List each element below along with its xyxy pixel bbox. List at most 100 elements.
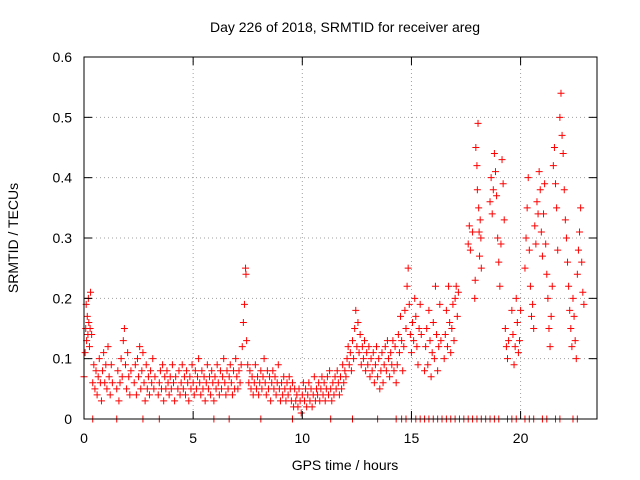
data-point <box>86 325 94 332</box>
data-point <box>375 355 383 363</box>
data-point <box>540 210 548 218</box>
data-point <box>395 349 403 357</box>
data-point <box>421 367 429 375</box>
data-point <box>207 391 215 399</box>
y-tick-label: 0.1 <box>53 351 73 367</box>
data-point <box>514 349 522 357</box>
data-point <box>414 361 422 369</box>
data-point <box>560 186 568 194</box>
data-point <box>471 294 479 302</box>
data-point <box>284 391 292 399</box>
grid-layer <box>84 57 597 419</box>
data-point <box>196 379 204 387</box>
data-point <box>133 355 141 363</box>
data-point <box>477 264 485 272</box>
data-point <box>511 343 519 351</box>
data-point <box>345 361 353 369</box>
data-point <box>376 385 384 393</box>
data-point <box>577 204 585 212</box>
data-point <box>223 367 231 375</box>
data-point <box>469 228 477 236</box>
y-tick-label: 0 <box>64 411 72 427</box>
data-point <box>500 216 508 224</box>
y-tick-label: 0.2 <box>53 290 73 306</box>
data-point <box>543 270 551 278</box>
data-point <box>548 282 556 290</box>
data-point <box>105 373 113 381</box>
data-point <box>525 246 533 254</box>
data-point <box>204 385 212 393</box>
data-point <box>427 373 435 381</box>
data-point <box>211 373 219 381</box>
data-point <box>533 198 541 206</box>
data-point <box>295 385 303 393</box>
data-point <box>305 379 313 387</box>
data-point <box>397 312 405 320</box>
data-point <box>244 361 252 369</box>
data-point <box>449 300 457 308</box>
data-point <box>208 367 216 375</box>
data-point <box>195 355 203 363</box>
data-point <box>545 325 553 332</box>
data-point <box>522 234 530 242</box>
data-point <box>326 367 334 375</box>
data-point <box>466 246 474 254</box>
data-point <box>154 391 162 399</box>
points-layer <box>80 89 588 423</box>
data-point <box>354 318 362 326</box>
data-point <box>267 397 275 405</box>
data-point <box>494 234 502 242</box>
data-point <box>435 343 443 351</box>
data-point <box>188 361 196 369</box>
data-point <box>251 361 259 369</box>
data-point <box>475 204 483 212</box>
data-point <box>501 325 509 332</box>
data-point <box>498 156 506 164</box>
data-point <box>472 144 480 151</box>
data-point <box>367 355 375 363</box>
data-point <box>130 379 138 387</box>
data-point <box>495 258 503 266</box>
data-point <box>565 282 573 290</box>
data-point <box>165 391 173 399</box>
data-point <box>99 367 107 375</box>
data-point <box>523 204 531 212</box>
data-point <box>89 379 97 387</box>
data-point <box>425 306 433 314</box>
data-point <box>431 282 439 290</box>
data-point <box>93 391 101 399</box>
data-point <box>246 367 254 375</box>
data-point <box>502 343 510 351</box>
data-point <box>104 343 112 351</box>
data-point <box>400 343 408 351</box>
data-point <box>155 379 163 387</box>
data-point <box>430 355 438 363</box>
x-tick-label: 15 <box>404 430 420 446</box>
data-point <box>138 367 146 375</box>
data-point <box>114 367 122 375</box>
data-point <box>405 300 413 308</box>
data-point <box>144 373 152 381</box>
data-point <box>374 373 382 381</box>
data-point <box>549 162 557 170</box>
data-point <box>214 379 222 387</box>
data-point <box>547 312 555 320</box>
data-point <box>202 379 210 387</box>
data-point <box>385 355 393 363</box>
x-axis-title: GPS time / hours <box>292 457 399 473</box>
data-point <box>373 343 381 351</box>
data-point <box>475 228 483 236</box>
data-point <box>406 331 414 339</box>
data-point <box>100 349 108 357</box>
data-point <box>524 174 532 182</box>
data-point <box>440 355 448 363</box>
data-point <box>452 282 460 290</box>
data-point <box>568 343 576 351</box>
data-point <box>493 192 501 200</box>
data-point <box>242 264 250 272</box>
data-point <box>182 391 190 399</box>
data-point <box>352 306 360 314</box>
data-point <box>320 379 328 387</box>
data-point <box>487 174 495 182</box>
